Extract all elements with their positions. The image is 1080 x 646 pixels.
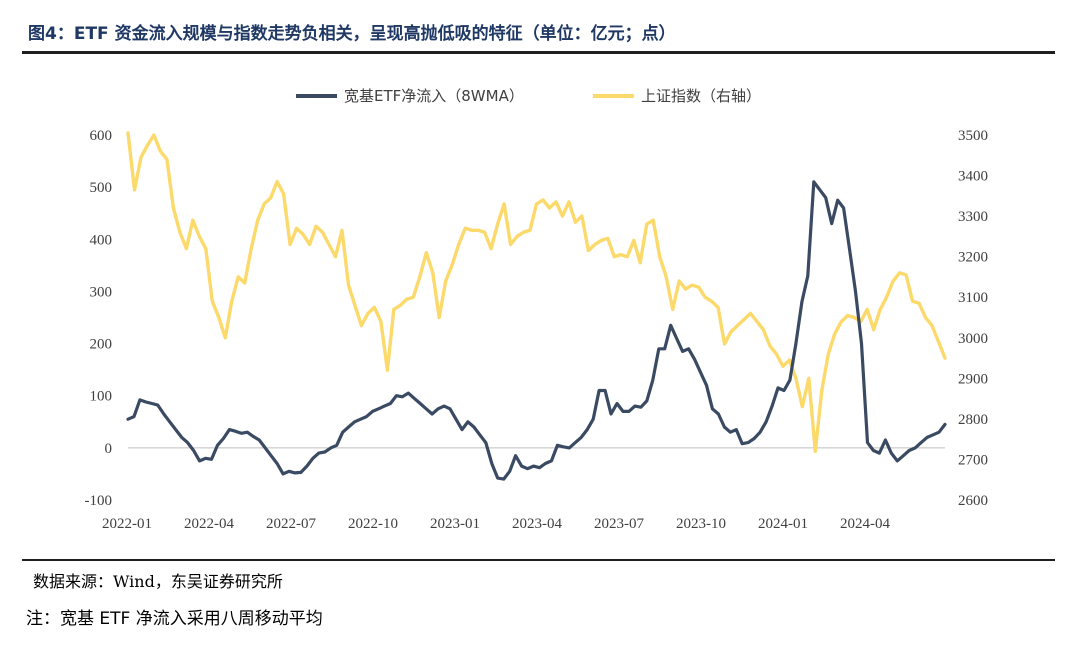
right-tick-label: 2600: [958, 493, 988, 509]
left-tick-label: 0: [105, 441, 113, 457]
left-tick-label: 600: [90, 128, 113, 144]
legend: 宽基ETF净流入（8WMA） 上证指数（右轴）: [296, 87, 761, 105]
right-tick-label: 3300: [958, 209, 988, 225]
chart: 600 500 400 300 200 100 0 -100 3500 3400 3300 3200…: [85, 87, 989, 532]
right-tick-label: 3200: [958, 250, 988, 266]
bottom-rule: [22, 559, 1055, 561]
etf-inflow-series-line: [126, 180, 947, 481]
left-tick-label: 100: [90, 389, 113, 405]
right-tick-label: 3100: [958, 290, 988, 306]
left-axis: 600 500 400 300 200 100 0 -100: [85, 128, 113, 509]
x-tick-label: 2023-10: [676, 516, 726, 532]
x-tick-label: 2022-07: [266, 516, 316, 532]
legend-sse-index-label: 上证指数（右轴）: [641, 87, 761, 105]
left-tick-label: -100: [85, 493, 113, 509]
x-tick-label: 2023-07: [594, 516, 644, 532]
right-tick-label: 2800: [958, 412, 988, 428]
right-tick-label: 2900: [958, 371, 988, 387]
x-tick-label: 2024-04: [840, 516, 890, 532]
right-tick-label: 3500: [958, 128, 988, 144]
source-text: 数据来源：Wind，东吴证券研究所: [33, 572, 283, 591]
x-tick-label: 2022-04: [184, 516, 234, 532]
left-tick-label: 200: [90, 337, 113, 353]
x-tick-label: 2022-10: [348, 516, 398, 532]
top-rule: [22, 51, 1055, 54]
x-tick-label: 2023-01: [430, 516, 480, 532]
right-tick-label: 2700: [958, 452, 988, 468]
left-tick-label: 300: [90, 284, 113, 300]
sse-index-series-line: [126, 131, 947, 453]
legend-etf-inflow-label: 宽基ETF净流入（8WMA）: [344, 87, 524, 105]
plot-area: [126, 131, 947, 481]
left-tick-label: 400: [90, 232, 113, 248]
right-tick-label: 3000: [958, 331, 988, 347]
x-tick-label: 2022-01: [102, 516, 152, 532]
figure-title: 图4：ETF 资金流入规模与指数走势负相关，呈现高抛低吸的特征（单位：亿元；点）: [28, 24, 676, 44]
right-tick-label: 3400: [958, 169, 988, 185]
left-tick-label: 500: [90, 180, 113, 196]
right-axis: 3500 3400 3300 3200 3100 3000 2900 2800 2700 2600: [958, 128, 988, 509]
x-tick-label: 2023-04: [512, 516, 562, 532]
note-text: 注：宽基 ETF 净流入采用八周移动平均: [26, 609, 323, 629]
x-axis: 2022-01 2022-04 2022-07 2022-10 2023-01 2023-…: [102, 516, 890, 532]
x-tick-label: 2024-01: [758, 516, 808, 532]
